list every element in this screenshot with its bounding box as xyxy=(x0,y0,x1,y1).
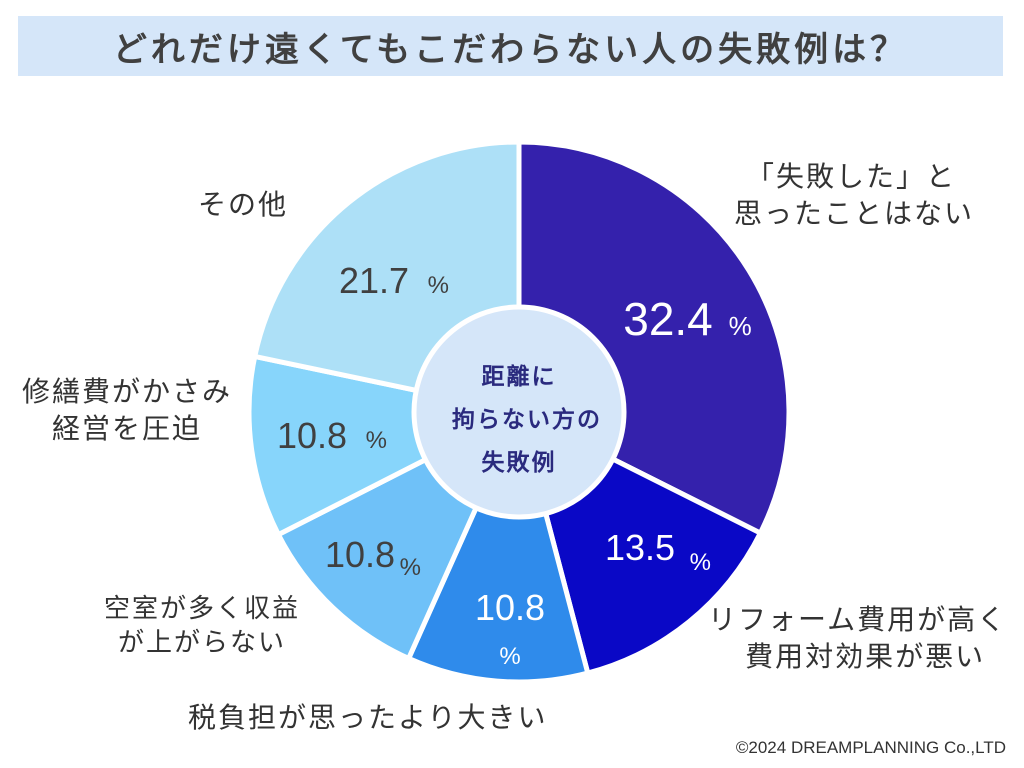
value-label-vacancy: 10.8 xyxy=(325,534,395,575)
unit-label-renovation-cost: % xyxy=(690,549,711,576)
copyright-credit: ©2024 DREAMPLANNING Co.,LTD xyxy=(735,738,1006,757)
slice-label-repair-costs: 修繕費がかさみ 経営を圧迫 xyxy=(22,375,233,445)
slice-label-tax-burden: 税負担が思ったより大きい xyxy=(188,701,548,734)
value-label-tax-burden: 10.8 xyxy=(475,587,545,628)
slice-label-vacancy: 空室が多く収益 が上がらない xyxy=(104,594,301,659)
value-label-other: 21.7 xyxy=(339,260,409,301)
value-label-renovation-cost: 13.5 xyxy=(605,527,675,568)
unit-label-never-failed: % xyxy=(729,311,752,341)
value-label-never-failed: 32.4 xyxy=(623,293,713,345)
center-label-line-3: 失敗例 xyxy=(481,450,557,476)
unit-label-vacancy: % xyxy=(400,554,421,581)
unit-label-other: % xyxy=(428,272,449,299)
unit-label-repair-costs: % xyxy=(366,427,387,454)
center-hole xyxy=(411,304,627,520)
slice-label-other: その他 xyxy=(198,188,289,221)
center-label-line-1: 距離に xyxy=(481,364,557,390)
center-label-line-2: 拘らない方の xyxy=(452,407,602,433)
chart-title: どれだけ遠くてもこだわらない人の失敗例は？ xyxy=(112,29,909,70)
value-label-repair-costs: 10.8 xyxy=(277,415,347,456)
slice-label-never-failed: 「失敗した」と 思ったことはない xyxy=(734,160,975,230)
slice-label-renovation-cost: リフォーム費用が高く 費用対効果が悪い xyxy=(708,603,1008,673)
slice-tax-burden xyxy=(406,409,591,685)
title-bar: どれだけ遠くてもこだわらない人の失敗例は？ xyxy=(18,16,1003,76)
unit-label-tax-burden: % xyxy=(499,643,520,670)
